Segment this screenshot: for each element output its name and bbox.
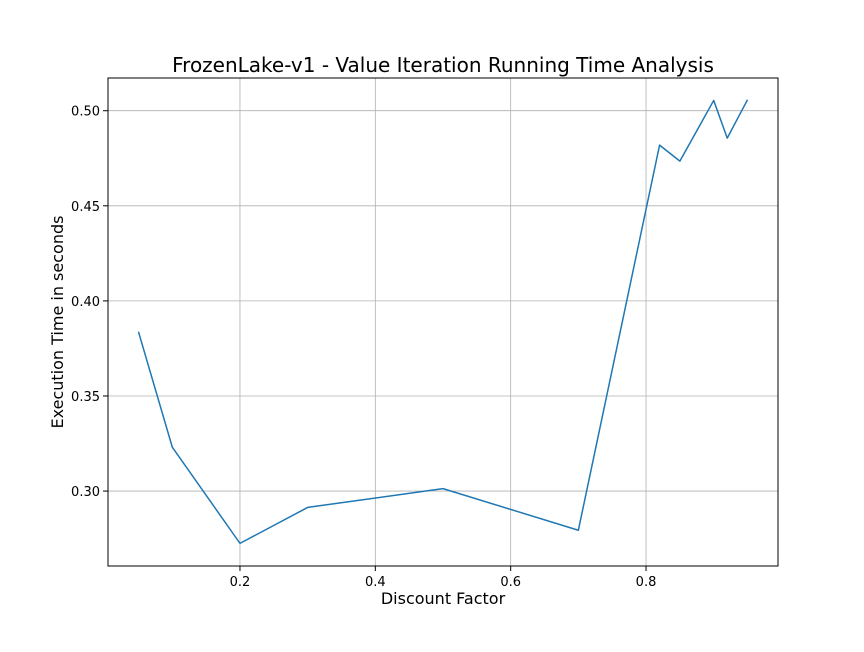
y-axis-label: Execution Time in seconds (48, 216, 67, 429)
series-line (137, 99, 749, 545)
x-tick-label: 0.2 (230, 575, 251, 590)
series-layer (137, 99, 749, 545)
x-axis-ticks: 0.2 0.4 0.6 0.8 (230, 566, 657, 590)
x-tick-label: 0.8 (636, 575, 657, 590)
y-tick-label: 0.30 (71, 485, 100, 500)
chart-title: FrozenLake-v1 - Value Iteration Running … (172, 53, 714, 77)
x-axis-label: Discount Factor (381, 589, 506, 608)
y-tick-label: 0.40 (71, 295, 100, 310)
plot-area-frame (107, 77, 779, 567)
y-tick-label: 0.50 (71, 105, 100, 120)
x-tick-label: 0.4 (365, 575, 386, 590)
x-tick-label: 0.6 (500, 575, 521, 590)
y-tick-label: 0.45 (71, 200, 100, 215)
y-tick-label: 0.35 (71, 390, 100, 405)
grid-lines (108, 78, 778, 566)
y-axis-ticks: 0.30 0.35 0.40 0.45 0.50 (71, 105, 108, 500)
